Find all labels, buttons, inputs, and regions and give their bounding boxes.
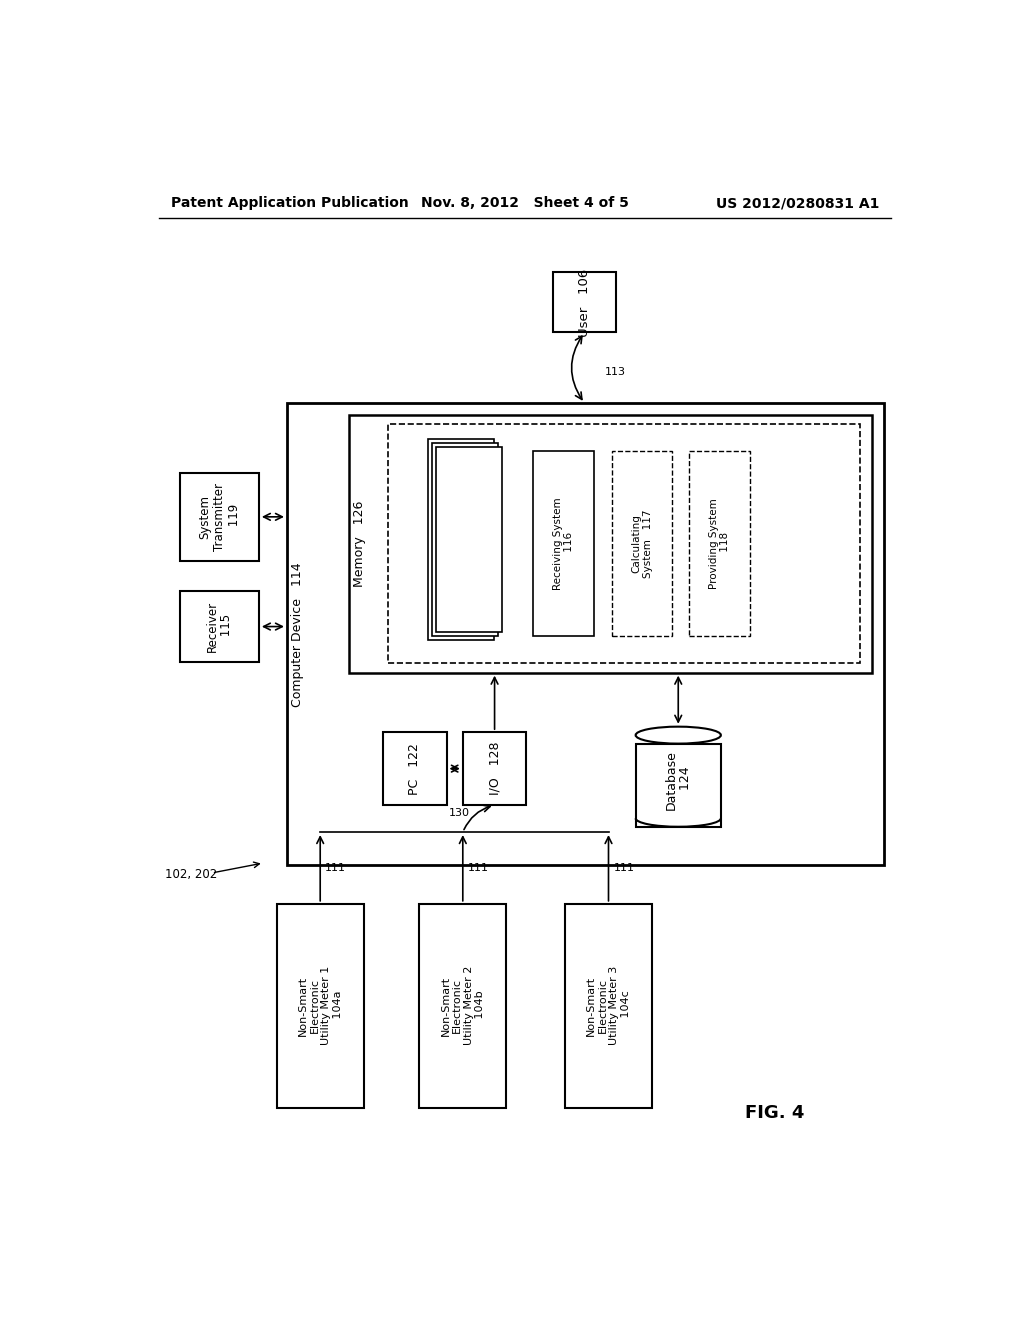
Bar — [383, 733, 446, 805]
Bar — [636, 743, 721, 826]
Ellipse shape — [636, 726, 721, 743]
Text: Computer Device   114: Computer Device 114 — [291, 562, 304, 706]
Bar — [689, 451, 750, 636]
Bar — [432, 444, 498, 636]
Bar — [388, 424, 860, 663]
Text: Database
 124: Database 124 — [665, 751, 692, 810]
Text: Receiver
 115: Receiver 115 — [206, 601, 233, 652]
Bar — [611, 451, 672, 636]
Text: Providing System
 118: Providing System 118 — [709, 498, 730, 589]
Bar — [287, 404, 884, 866]
Text: User   106: User 106 — [578, 268, 591, 337]
Text: FIG. 4: FIG. 4 — [745, 1105, 805, 1122]
Text: Non-Smart
Electronic
Utility Meter 2
 104b: Non-Smart Electronic Utility Meter 2 104… — [440, 966, 485, 1045]
Text: 102, 202: 102, 202 — [166, 869, 218, 880]
FancyArrowPatch shape — [571, 337, 582, 400]
Text: Meter Data Support
System 105, 205: Meter Data Support System 105, 205 — [452, 492, 473, 595]
Bar — [436, 447, 502, 632]
Text: Non-Smart
Electronic
Utility Meter 3
 104c: Non-Smart Electronic Utility Meter 3 104… — [586, 966, 631, 1045]
Text: Patent Application Publication: Patent Application Publication — [171, 197, 409, 210]
Text: Nov. 8, 2012   Sheet 4 of 5: Nov. 8, 2012 Sheet 4 of 5 — [421, 197, 629, 210]
Bar — [565, 904, 652, 1107]
Text: 111: 111 — [468, 863, 488, 873]
Text: I/O   128: I/O 128 — [488, 742, 501, 796]
Text: 130: 130 — [450, 808, 470, 818]
Bar — [463, 733, 526, 805]
Text: Calculating
System   117: Calculating System 117 — [631, 510, 652, 578]
Bar — [428, 440, 495, 640]
Bar — [349, 414, 872, 673]
Bar — [276, 904, 364, 1107]
Bar — [180, 473, 259, 561]
Text: Receiving System
 116: Receiving System 116 — [553, 498, 574, 590]
Bar — [180, 591, 259, 663]
Text: Memory   126: Memory 126 — [353, 500, 367, 587]
Text: 132: 132 — [468, 623, 488, 634]
Text: 113: 113 — [605, 367, 626, 376]
Text: PC   122: PC 122 — [409, 743, 421, 795]
Text: System
Transmitter
 119: System Transmitter 119 — [198, 483, 241, 550]
Bar — [553, 272, 616, 333]
Text: 111: 111 — [326, 863, 346, 873]
Bar — [534, 451, 594, 636]
Text: US 2012/0280831 A1: US 2012/0280831 A1 — [717, 197, 880, 210]
Bar — [420, 904, 506, 1107]
Text: 111: 111 — [613, 863, 635, 873]
Text: Non-Smart
Electronic
Utility Meter 1
 104a: Non-Smart Electronic Utility Meter 1 104… — [298, 966, 343, 1045]
